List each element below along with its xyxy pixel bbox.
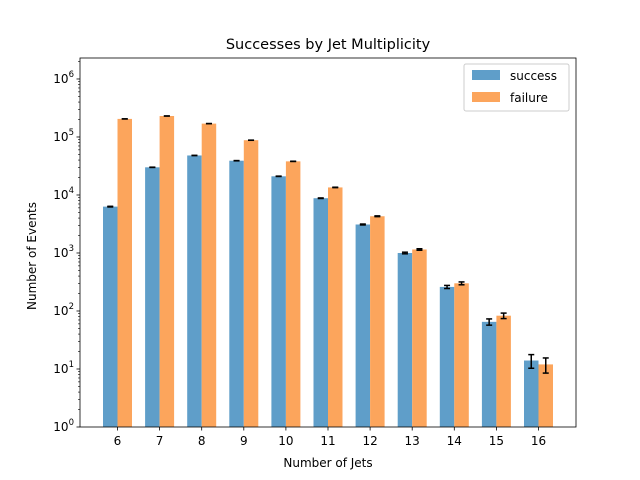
legend-label-failure: failure	[510, 91, 548, 105]
bar-failure-13	[412, 249, 427, 427]
x-tick-label-6: 6	[114, 434, 122, 448]
legend-swatch-failure	[472, 92, 500, 102]
bar-success-11	[313, 198, 328, 427]
bar-success-7	[145, 167, 160, 427]
bar-failure-8	[201, 123, 217, 427]
bar-failure-9	[243, 140, 259, 427]
y-tick-label: 100	[53, 418, 74, 434]
bar-failure-10	[285, 161, 301, 427]
bar-success-10	[271, 176, 286, 427]
bar-success-14	[439, 286, 455, 427]
y-tick-label: 103	[53, 244, 74, 260]
bar-success-6	[103, 206, 118, 427]
bar-success-9	[229, 160, 244, 427]
x-tick-label-10: 10	[278, 434, 293, 448]
bar-success-12	[355, 224, 371, 427]
y-tick-label: 104	[53, 186, 74, 202]
x-tick-label-7: 7	[156, 434, 164, 448]
x-tick-label-9: 9	[240, 434, 248, 448]
bar-failure-16	[538, 364, 553, 427]
bar-success-8	[187, 155, 202, 427]
y-tick-label: 106	[53, 70, 74, 86]
x-tick-label-11: 11	[320, 434, 335, 448]
x-axis-title: Number of Jets	[283, 456, 372, 470]
legend-label-success: success	[510, 69, 557, 83]
bar-failure-12	[370, 216, 385, 427]
bar-failure-7	[159, 116, 175, 427]
chart-title: Successes by Jet Multiplicity	[226, 37, 431, 53]
bar-failure-15	[496, 315, 511, 427]
x-tick-label-12: 12	[362, 434, 377, 448]
bar-success-15	[481, 321, 497, 427]
plot-area: 100 101 102 103 104 105 106 6 7 8 9 10 11 12 13 14 15 16	[53, 57, 577, 448]
x-tick-label-15: 15	[489, 434, 504, 448]
y-tick-label: 101	[53, 360, 74, 376]
x-tick-label-16: 16	[531, 434, 546, 448]
bar-failure-14	[454, 283, 469, 427]
y-axis-title: Number of Events	[25, 202, 39, 310]
axes-frame	[79, 57, 577, 428]
y-tick-label: 105	[53, 128, 74, 144]
x-tick-label-8: 8	[198, 434, 206, 448]
bar-failure-6	[117, 118, 132, 427]
bar-failure-11	[328, 187, 343, 427]
legend: success failure	[463, 63, 570, 112]
bar-success-13	[397, 252, 413, 427]
bar-success-16	[524, 360, 539, 427]
legend-swatch-success	[472, 70, 500, 80]
x-tick-label-13: 13	[405, 434, 420, 448]
x-tick-label-14: 14	[447, 434, 462, 448]
y-tick-label: 102	[53, 302, 74, 318]
